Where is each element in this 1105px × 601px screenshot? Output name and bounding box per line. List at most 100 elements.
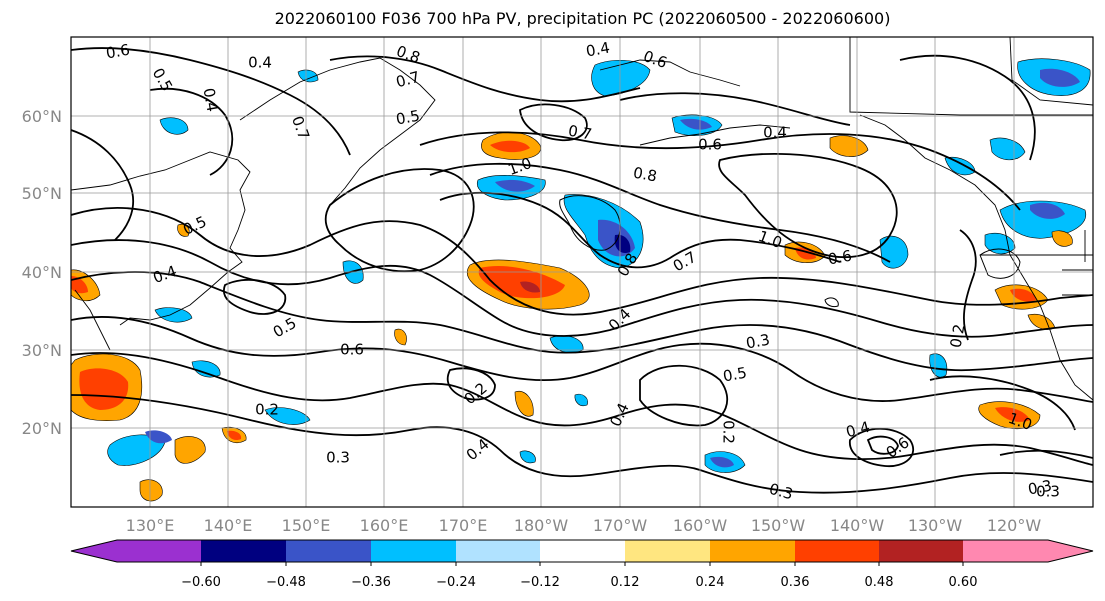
contour-label: 0.2 bbox=[947, 323, 969, 350]
pv-contours-thin bbox=[559, 195, 1021, 308]
coastline-aleutian-north bbox=[599, 59, 741, 87]
contour-label: 0.6 bbox=[105, 41, 132, 63]
contour-line bbox=[929, 375, 1076, 431]
contour-label: 0.2 bbox=[720, 420, 738, 444]
latitude-label: 50°N bbox=[22, 184, 62, 203]
latitude-label: 20°N bbox=[22, 419, 62, 438]
contour-line-thin bbox=[559, 195, 621, 251]
precip-blob bbox=[71, 276, 88, 294]
longitude-label: 150°E bbox=[282, 516, 331, 535]
coastline-korea bbox=[74, 289, 111, 351]
colorbar-tick-label: −0.24 bbox=[436, 575, 476, 590]
precip-blob bbox=[191, 360, 221, 378]
precip-blob bbox=[1030, 202, 1065, 219]
contour-label: 0.4 bbox=[585, 39, 612, 61]
contour-line bbox=[71, 207, 1093, 316]
contour-line bbox=[639, 364, 729, 427]
contour-line-thin bbox=[979, 248, 1021, 279]
contour-line bbox=[849, 427, 915, 467]
contour-line bbox=[429, 162, 891, 263]
precip-blob bbox=[264, 407, 311, 425]
contour-line-thin bbox=[824, 297, 839, 308]
longitude-label: 130°E bbox=[126, 516, 175, 535]
precip-blob bbox=[829, 135, 869, 157]
contour-label: 0.3 bbox=[1027, 477, 1054, 499]
latitude-label: 30°N bbox=[22, 341, 62, 360]
contour-line bbox=[71, 352, 1093, 466]
precip-blob bbox=[514, 390, 534, 417]
contour-line bbox=[71, 394, 1093, 494]
colorbar-segment bbox=[879, 540, 963, 562]
precip-blob bbox=[1010, 288, 1036, 302]
contour-label: 0.3 bbox=[745, 331, 772, 353]
precip-blob bbox=[107, 434, 166, 466]
colorbar-segment bbox=[795, 540, 879, 562]
coastline-kamchatka bbox=[239, 57, 436, 206]
precip-blob bbox=[710, 456, 734, 468]
plot-frame bbox=[70, 36, 1094, 508]
boundary-canada bbox=[849, 37, 1093, 116]
contour-label: 0.7 bbox=[394, 68, 422, 92]
precip-blob bbox=[614, 234, 631, 254]
contour-label: 0.4 bbox=[200, 87, 222, 114]
colorbar-segment bbox=[710, 540, 795, 562]
precip-blob bbox=[680, 118, 712, 130]
latitude-label: 40°N bbox=[22, 263, 62, 282]
coastline-asia bbox=[71, 151, 251, 326]
contour-label: 0.7 bbox=[567, 122, 594, 144]
contour-line bbox=[999, 449, 1093, 459]
longitude-label: 180°W bbox=[514, 516, 569, 535]
latitude-label: 60°N bbox=[22, 107, 62, 126]
colorbar-outline bbox=[70, 539, 1094, 563]
contour-line bbox=[446, 367, 496, 401]
precip-blob bbox=[154, 307, 193, 323]
contour-label: 0.4 bbox=[844, 418, 872, 442]
contour-label: 0.6 bbox=[827, 247, 854, 269]
contour-line bbox=[71, 47, 351, 156]
graticule bbox=[71, 37, 1093, 507]
colorbar-segment bbox=[456, 540, 540, 562]
contour-line bbox=[324, 168, 475, 273]
colorbar-segment bbox=[201, 540, 286, 562]
contour-labels: 0.60.4 0.8 0.4 0.60.5 0.70.40.50.71.00.70.60… bbox=[105, 39, 1060, 504]
contour-line bbox=[71, 316, 1093, 403]
colorbar-segment bbox=[371, 540, 456, 562]
colorbar: −0.60 −0.48 −0.36 −0.24 −0.12 0.12 0.24 0.36 0.4… bbox=[70, 539, 1094, 590]
colorbar-segment bbox=[540, 540, 625, 562]
contour-label: 0.5 bbox=[722, 364, 749, 386]
colorbar-tick-label: 0.24 bbox=[696, 575, 725, 590]
precip-blob bbox=[495, 179, 535, 192]
contour-line bbox=[329, 55, 641, 103]
longitude-labels: 130°E 140°E 150°E 160°E 170°E 180°W 170°W 160°W… bbox=[126, 516, 1042, 535]
longitude-label: 130°W bbox=[908, 516, 963, 535]
precip-blob bbox=[1051, 230, 1073, 247]
precip-blob bbox=[574, 393, 588, 407]
contour-line bbox=[519, 103, 588, 142]
precip-blob bbox=[394, 328, 407, 346]
colorbar-extend-low bbox=[71, 540, 117, 562]
contour-line bbox=[866, 435, 899, 455]
longitude-label: 140°W bbox=[830, 516, 885, 535]
precip-blob bbox=[490, 140, 530, 153]
coastline-aleutian-chain bbox=[639, 124, 791, 146]
precip-blob bbox=[79, 368, 129, 410]
precip-blob bbox=[984, 232, 1016, 255]
precip-blob bbox=[591, 60, 651, 97]
boundary-us-states bbox=[980, 230, 1093, 296]
contour-line bbox=[899, 54, 1036, 161]
colorbar-tick-label: 0.36 bbox=[781, 575, 810, 590]
precip-blob bbox=[159, 117, 189, 135]
precip-blob bbox=[227, 430, 242, 441]
colorbar-tick-label: −0.12 bbox=[520, 575, 560, 590]
contour-label: 0.2 bbox=[255, 401, 279, 419]
contour-label: 0.4 bbox=[763, 124, 787, 142]
colorbar-extend-high bbox=[963, 540, 1093, 562]
colorbar-tick-label: −0.48 bbox=[266, 575, 306, 590]
contour-line bbox=[223, 278, 287, 315]
contour-line bbox=[619, 92, 851, 126]
longitude-label: 160°E bbox=[360, 516, 409, 535]
precip-blob bbox=[995, 407, 1030, 422]
contour-label: 0.6 bbox=[698, 136, 722, 154]
longitude-label: 120°W bbox=[987, 516, 1042, 535]
colorbar-tick-label: 0.12 bbox=[611, 575, 640, 590]
